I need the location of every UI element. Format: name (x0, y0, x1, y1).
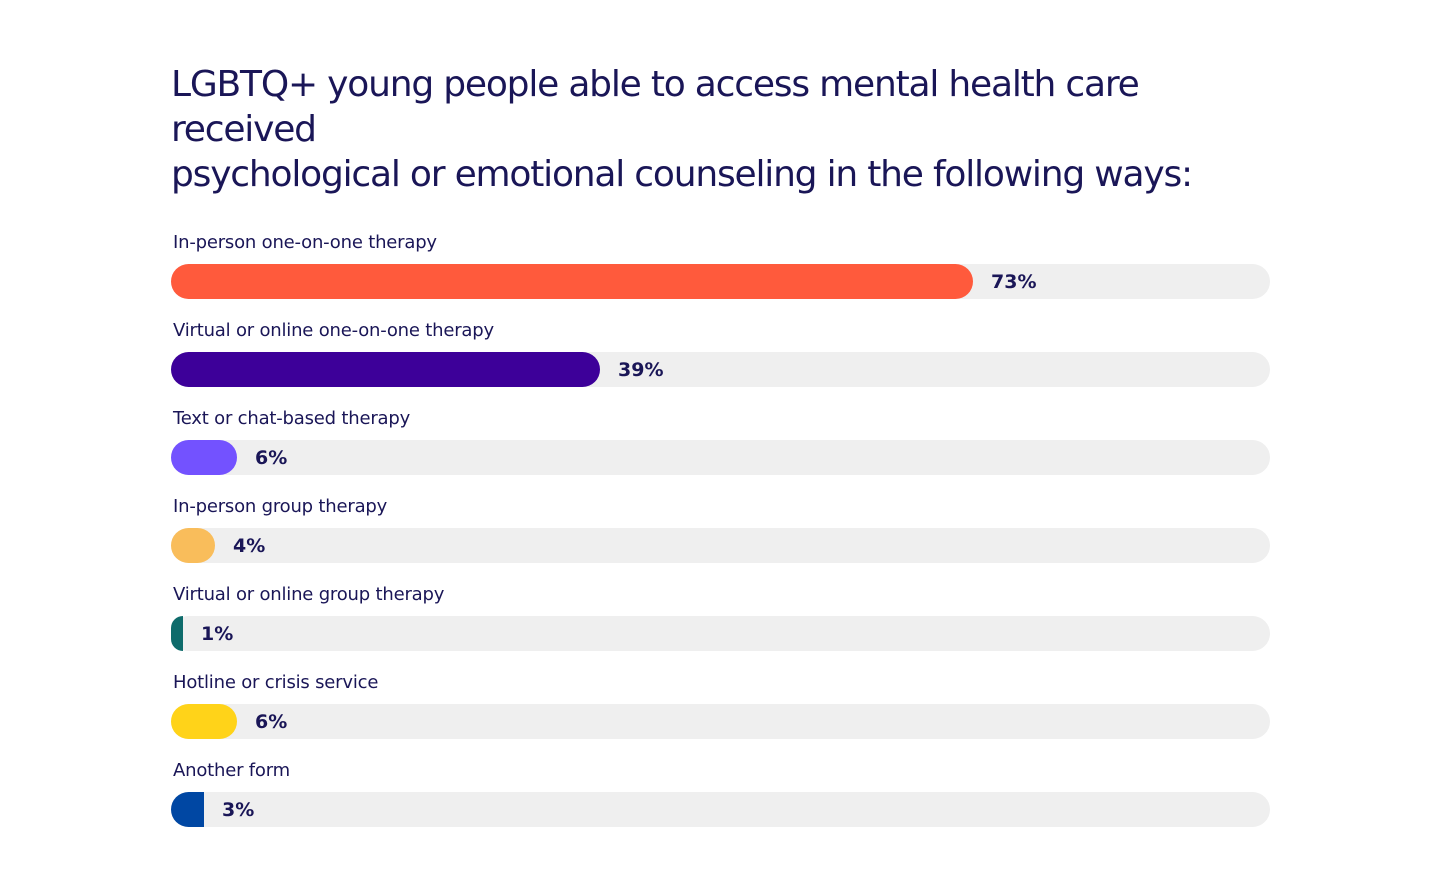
bar (171, 616, 183, 651)
bar-value-label: 3% (222, 799, 255, 821)
bar-row: Virtual or online one-on-one therapy 39% (171, 319, 1271, 407)
bar (171, 440, 237, 475)
bar-row: Text or chat-based therapy 6% (171, 407, 1271, 495)
bar (171, 792, 204, 827)
bar-row: In-person group therapy 4% (171, 495, 1271, 583)
bar-track: 1% (171, 616, 1270, 651)
bar (171, 704, 237, 739)
bar-category-label: Hotline or crisis service (173, 672, 379, 693)
bar-value-label: 4% (233, 535, 266, 557)
bar-rows: In-person one-on-one therapy 73% Virtual o… (171, 231, 1271, 847)
bar-track: 6% (171, 704, 1270, 739)
bar-row: In-person one-on-one therapy 73% (171, 231, 1271, 319)
bar-row: Another form 3% (171, 759, 1271, 847)
bar-chart: LGBTQ+ young people able to access menta… (171, 62, 1271, 847)
chart-title: LGBTQ+ young people able to access menta… (171, 64, 1193, 195)
bar-category-label: In-person group therapy (173, 496, 388, 517)
bar-track: 39% (171, 352, 1270, 387)
bar-value-label: 6% (255, 447, 288, 469)
bar-track: 3% (171, 792, 1270, 827)
bar (171, 528, 215, 563)
bar-track: 6% (171, 440, 1270, 475)
bar-value-label: 6% (255, 711, 288, 733)
bar-category-label: Virtual or online group therapy (173, 584, 445, 605)
bar (171, 352, 600, 387)
bar-value-label: 39% (618, 359, 664, 381)
bar (171, 264, 973, 299)
bar-category-label: Text or chat-based therapy (173, 408, 411, 429)
bar-row: Hotline or crisis service 6% (171, 671, 1271, 759)
bar-category-label: In-person one-on-one therapy (173, 232, 437, 253)
bar-value-label: 73% (991, 271, 1037, 293)
bar-track: 73% (171, 264, 1270, 299)
bar-value-label: 1% (201, 623, 234, 645)
bar-row: Virtual or online group therapy 1% (171, 583, 1271, 671)
bar-category-label: Virtual or online one-on-one therapy (173, 320, 494, 341)
bar-category-label: Another form (173, 760, 290, 781)
bar-track: 4% (171, 528, 1270, 563)
